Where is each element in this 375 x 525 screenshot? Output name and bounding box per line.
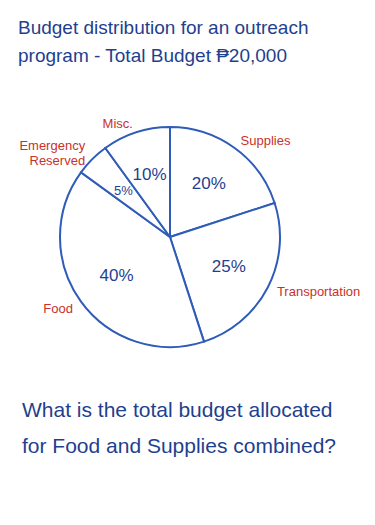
- svg-text:Food: Food: [43, 300, 73, 315]
- svg-text:EmergencyReserved: EmergencyReserved: [19, 137, 85, 167]
- svg-text:10%: 10%: [133, 165, 167, 184]
- svg-text:Supplies: Supplies: [241, 132, 291, 147]
- svg-text:Transportation: Transportation: [277, 284, 360, 299]
- html-text:What is the total budget alloc: What is the total budget allocated for F…: [22, 398, 336, 457]
- svg-text:Misc.: Misc.: [103, 115, 133, 130]
- html-text:Budget distribution for an out: Budget distribution for an outreach prog…: [18, 17, 309, 66]
- svg-text:40%: 40%: [100, 266, 134, 285]
- svg-text:25%: 25%: [212, 257, 246, 276]
- svg-text:5%: 5%: [114, 183, 133, 198]
- svg-text:20%: 20%: [192, 174, 226, 193]
